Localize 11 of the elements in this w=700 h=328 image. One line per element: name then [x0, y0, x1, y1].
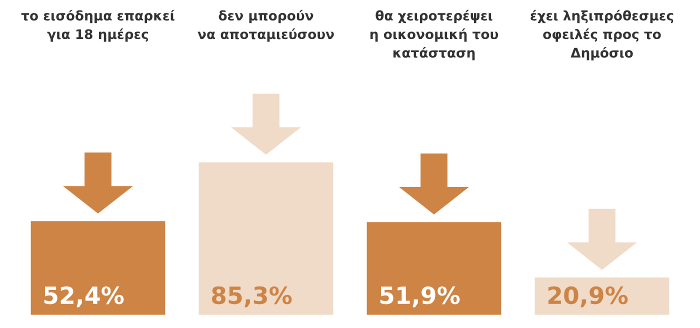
x-tick-label: έχει ληξιπρόθεσμες οφειλές προς το Δημόσιο: [530, 10, 674, 60]
x-tick-label: δεν μπορούν να αποταμιεύσουν: [198, 10, 334, 42]
bar: [198, 162, 334, 315]
data-label: 85,3%: [212, 286, 292, 308]
x-tick-label: θα χειροτερέψει η οικονομική του κατάσταση: [370, 10, 498, 60]
bar: [30, 221, 166, 315]
x-tick-label: το εισόδημα επαρκεί για 18 ημέρες: [21, 10, 174, 42]
data-label: 52,4%: [44, 286, 124, 308]
data-label: 51,9%: [380, 286, 460, 308]
bar: [366, 222, 502, 315]
data-label: 20,9%: [548, 286, 628, 308]
